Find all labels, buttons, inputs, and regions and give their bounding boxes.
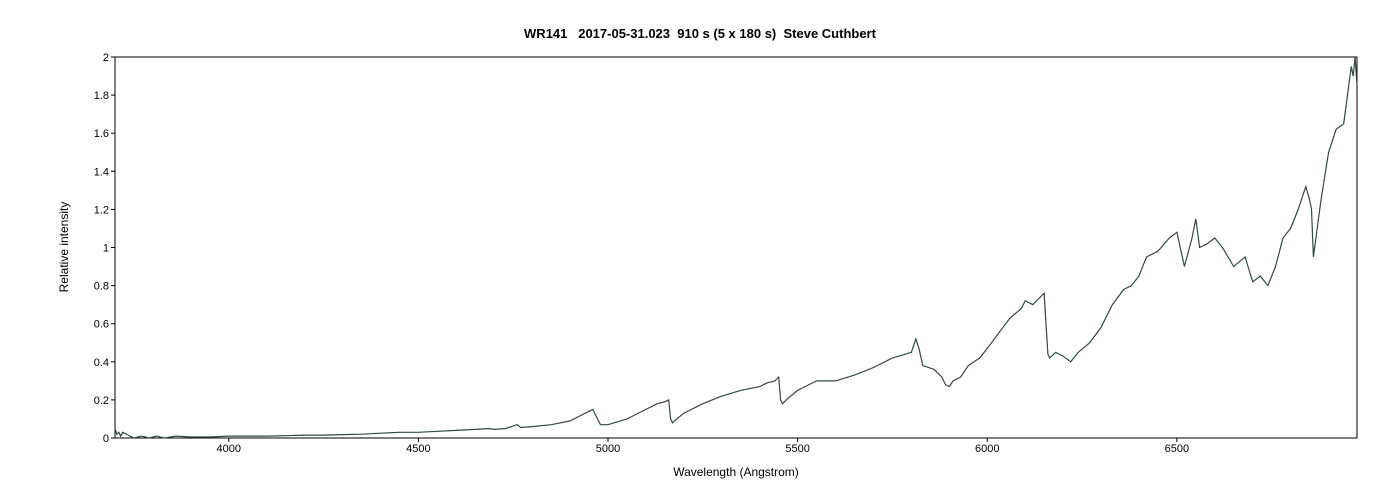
x-tick-label: 4000 [217, 443, 241, 455]
y-tick-label: 0.4 [94, 357, 109, 369]
x-axis-label: Wavelength (Angstrom) [673, 465, 799, 479]
x-axis: 4000 4500 5000 5500 6000 6500 [217, 438, 1189, 455]
y-tick-label: 2 [103, 52, 109, 64]
y-axis: 0 0.2 0.4 0.6 0.8 1 1.2 1.4 1.6 1.8 2 [94, 52, 115, 445]
x-tick-label: 6000 [975, 443, 999, 455]
x-tick-label: 6500 [1165, 443, 1189, 455]
x-tick-label: 4500 [406, 443, 430, 455]
x-tick-label: 5500 [785, 443, 809, 455]
y-tick-label: 1 [103, 243, 109, 255]
spectrum-line [114, 56, 1358, 439]
y-tick-label: 1.4 [94, 166, 109, 178]
y-axis-label: Relative intensity [57, 202, 71, 293]
y-tick-label: 1.6 [94, 128, 109, 140]
plot-frame [114, 56, 1358, 439]
y-tick-label: 1.8 [94, 90, 109, 102]
x-tick-label: 5000 [596, 443, 620, 455]
y-tick-label: 1.2 [94, 204, 109, 216]
y-tick-label: 0 [103, 433, 109, 445]
chart-title: WR141 2017-05-31.023 910 s (5 x 180 s) S… [524, 26, 877, 41]
y-tick-label: 0.6 [94, 319, 109, 331]
y-tick-label: 0.2 [94, 395, 109, 407]
y-tick-label: 0.8 [94, 281, 109, 293]
